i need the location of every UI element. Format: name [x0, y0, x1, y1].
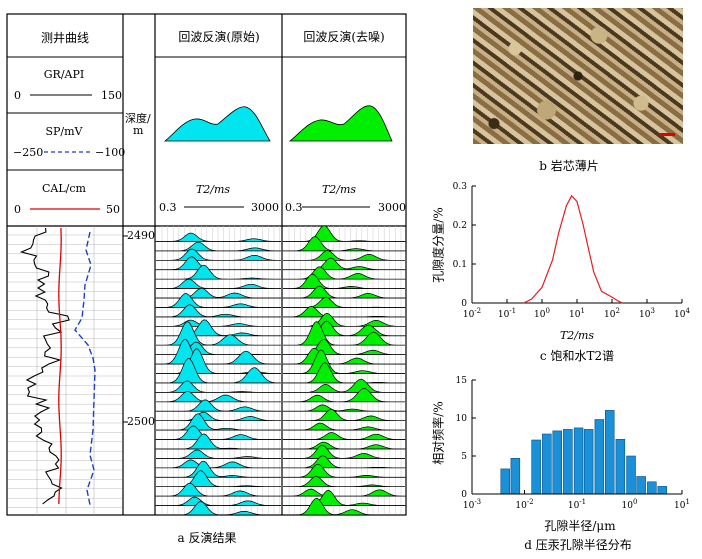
denoise-inversion-header: 回波反演(去噪): [303, 30, 385, 44]
gr-label: GR/API: [43, 68, 85, 81]
depth-header-line1: 深度/: [125, 112, 151, 125]
panel-b-caption: b 岩芯薄片: [539, 159, 599, 173]
d-xtick-label: 101: [674, 498, 690, 511]
c-xtick-label: 10-2: [463, 307, 481, 320]
pore-radius-bar: [657, 486, 667, 495]
panel-a-caption: a 反演结果: [177, 531, 237, 545]
pore-radius-bar: [563, 429, 573, 495]
orig-inversion-header: 回波反演(原始): [178, 30, 260, 44]
pore-radius-bar: [636, 476, 646, 495]
denoise-header-shape: [288, 105, 393, 142]
gr-max: 150: [101, 89, 122, 102]
t2-max-orig: 3000: [251, 201, 279, 214]
pore-radius-bar: [510, 457, 521, 495]
pore-radius-bar: [500, 468, 510, 495]
sp-min: −250: [13, 146, 44, 159]
t2-spectrum-line: [523, 194, 623, 304]
d-xtick-label: 10-3: [463, 498, 481, 511]
orig-header-shape: [163, 106, 271, 142]
c-xtick-label: 102: [604, 307, 620, 320]
panel-c-caption: c 饱和水T2谱: [539, 349, 615, 363]
d-xtick-label: 10-1: [568, 498, 586, 511]
pore-radius-bar: [615, 438, 626, 495]
gr-curve: [19, 227, 70, 505]
sp-max: −100: [95, 146, 126, 159]
pore-radius-bar: [531, 439, 541, 495]
c-xtick-label: 10-1: [498, 307, 516, 320]
d-ytick-label: 15: [456, 376, 468, 386]
c-ytick-label: 0.3: [453, 182, 468, 192]
log-column-header: 测井曲线: [40, 31, 90, 45]
pore-radius-bar: [583, 429, 594, 495]
c-ytick-label: 0.1: [453, 260, 467, 270]
pore-radius-bar: [552, 430, 562, 495]
d-ylabel: 相对频率/%: [431, 401, 446, 465]
c-xtick-label: 100: [534, 307, 550, 320]
d-xlabel: 孔隙半径/μm: [544, 519, 616, 533]
scale-bar: [659, 133, 675, 136]
pore-radius-bar: [604, 410, 615, 495]
t2-min-denoise: 0.3: [285, 201, 303, 214]
depth-header-line2: m: [133, 124, 144, 137]
gr-min: 0: [14, 89, 21, 102]
pore-radius-bar: [626, 455, 636, 495]
c-xtick-label: 101: [569, 307, 585, 320]
t2-axis-label-denoise: T2/ms: [321, 183, 357, 196]
core-thin-section-image: [473, 8, 683, 144]
d-ytick-label: 5: [461, 452, 467, 462]
pore-radius-bar: [594, 419, 605, 495]
cal-label: CAL/cm: [42, 182, 86, 195]
t2-max-denoise: 3000: [378, 201, 406, 214]
cal-min: 0: [14, 203, 21, 216]
pore-radius-bar: [647, 481, 657, 495]
panel-d-caption: d 压汞孔隙半径分布: [524, 538, 632, 552]
t2-axis-label-orig: T2/ms: [195, 183, 231, 196]
sp-label: SP/mV: [45, 125, 83, 138]
pore-radius-bar: [573, 427, 584, 495]
sp-curve: [74, 231, 96, 506]
c-xlabel: T2/ms: [559, 329, 595, 342]
depth-2490: 2490: [127, 229, 155, 242]
d-xtick-label: 100: [622, 498, 638, 511]
d-ytick-label: 10: [456, 414, 468, 424]
c-xtick-label: 103: [639, 307, 655, 320]
c-ytick-label: 0: [461, 299, 467, 309]
cal-curve: [58, 227, 62, 505]
t2-min-orig: 0.3: [159, 201, 177, 214]
pore-radius-bar: [542, 433, 552, 495]
c-xtick-label: 104: [674, 307, 690, 320]
depth-2500: 2500: [127, 415, 155, 428]
cal-max: 50: [106, 203, 120, 216]
d-ytick-label: 0: [461, 490, 467, 500]
c-ytick-label: 0.2: [453, 221, 467, 231]
d-xtick-label: 10-2: [515, 498, 533, 511]
